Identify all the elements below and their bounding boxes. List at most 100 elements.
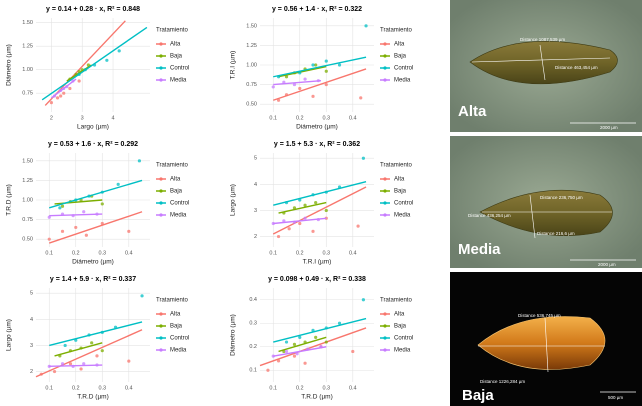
micrograph-alta: Distance 1087,539 µm Distance 463,454 µm… [450,0,642,132]
x-tick-label: 0.4 [125,250,133,256]
x-axis-label: Largo (µm) [77,124,109,131]
legend-label: Baja [170,54,183,60]
y-tick-label: 3 [254,208,257,214]
chart-title: y = 1.4 + 5.9 · x, R² = 0.337 [50,276,136,283]
legend-label: Control [394,66,413,72]
x-tick-label: 0.2 [296,385,304,391]
legend-dot [159,336,163,340]
point [298,86,302,91]
point [100,202,104,206]
legend-label: Baja [394,189,407,195]
fit-line [273,56,367,78]
point [361,298,365,302]
panel: y = 0.14 + 0.28 · x, R² = 0.848 Largo (µm… [6,6,190,131]
y-tick-label: 0.50 [246,102,257,108]
point [271,85,275,89]
x-tick-label: 0.1 [269,250,277,256]
legend-dot [159,54,163,58]
y-tick-label: 0.3 [249,321,257,327]
point [63,343,67,348]
legend-dot [159,78,163,82]
legend-label: Media [170,348,187,354]
point [314,201,318,205]
y-tick-label: 0.75 [246,82,257,88]
point [311,63,315,67]
point [82,362,86,366]
point [117,49,121,53]
measure-line [471,57,611,63]
point [266,368,270,372]
panel: y = 0.098 + 0.49 · x, R² = 0.338 T.R.D (µ… [230,276,414,401]
point [49,101,54,105]
point [361,156,365,160]
point [276,359,281,363]
larva [479,189,613,236]
measure-line [529,194,536,239]
panel: y = 0.56 + 1.4 · x, R² = 0.322 Diámetro (… [230,6,414,131]
image-label: Baja [462,387,494,404]
legend-dot [159,348,163,352]
point [292,342,297,346]
point [140,294,144,298]
legend-title: Tratamiento [156,163,188,169]
legend-label: Alta [394,312,405,318]
point [303,216,307,220]
x-tick-label: 0.1 [45,250,53,256]
y-tick-label: 1.25 [246,43,257,49]
y-axis-label: Diámetro (µm) [6,44,13,86]
legend-dot [383,177,387,181]
distance-label: Distance 536,745 µm [518,313,561,318]
fit-line [41,26,148,101]
point [68,86,72,91]
y-tick-label: 0.1 [249,368,257,374]
fit-line [278,201,327,214]
point [311,229,315,233]
scale-label: 2000 µm [598,262,616,267]
image-label: Media [458,241,501,258]
legend-dot [383,78,387,82]
y-axis-label: Largo (µm) [230,184,237,216]
x-tick-label: 0.2 [296,115,304,121]
point [324,69,328,73]
fit-line [49,179,143,209]
x-axis-label: T.R.D (µm) [77,394,109,401]
point [82,210,86,214]
y-axis-label: T.R.I (µm) [230,51,237,80]
point [60,229,65,233]
micrograph-media: Distance 236,750 µm Distance 436,254 µm … [450,136,642,268]
point [127,359,131,363]
y-tick-label: 1.50 [22,158,33,164]
point [137,159,141,163]
point [298,221,302,226]
chart-title: y = 0.14 + 0.28 · x, R² = 0.848 [46,6,140,13]
point [60,204,65,208]
legend-dot [383,348,387,352]
legend-dot [383,201,387,205]
legend-label: Baja [170,324,183,330]
point [59,94,63,98]
point [337,63,342,67]
point [356,224,360,228]
x-tick-label: 0.4 [349,385,357,391]
point [314,335,318,339]
legend-label: Control [394,201,413,207]
x-axis-label: Diámetro (µm) [296,124,338,131]
measure-line [539,44,546,81]
x-tick-label: 0.4 [349,115,357,121]
point [90,341,94,345]
point [127,229,131,233]
x-tick-label: 0.1 [45,385,53,391]
point [287,227,291,231]
fit-line [44,20,126,106]
distance-label: Distance 436,254 µm [468,213,511,218]
legend-label: Media [394,348,411,354]
point [295,352,299,356]
y-tick-label: 4 [30,317,33,323]
x-tick-label: 0.3 [98,250,106,256]
legend-label: Alta [170,177,181,183]
x-tick-label: 4 [111,115,114,121]
y-axis-label: Diámetro (µm) [230,314,237,356]
point [292,354,297,358]
point [311,94,315,98]
point [60,362,65,366]
